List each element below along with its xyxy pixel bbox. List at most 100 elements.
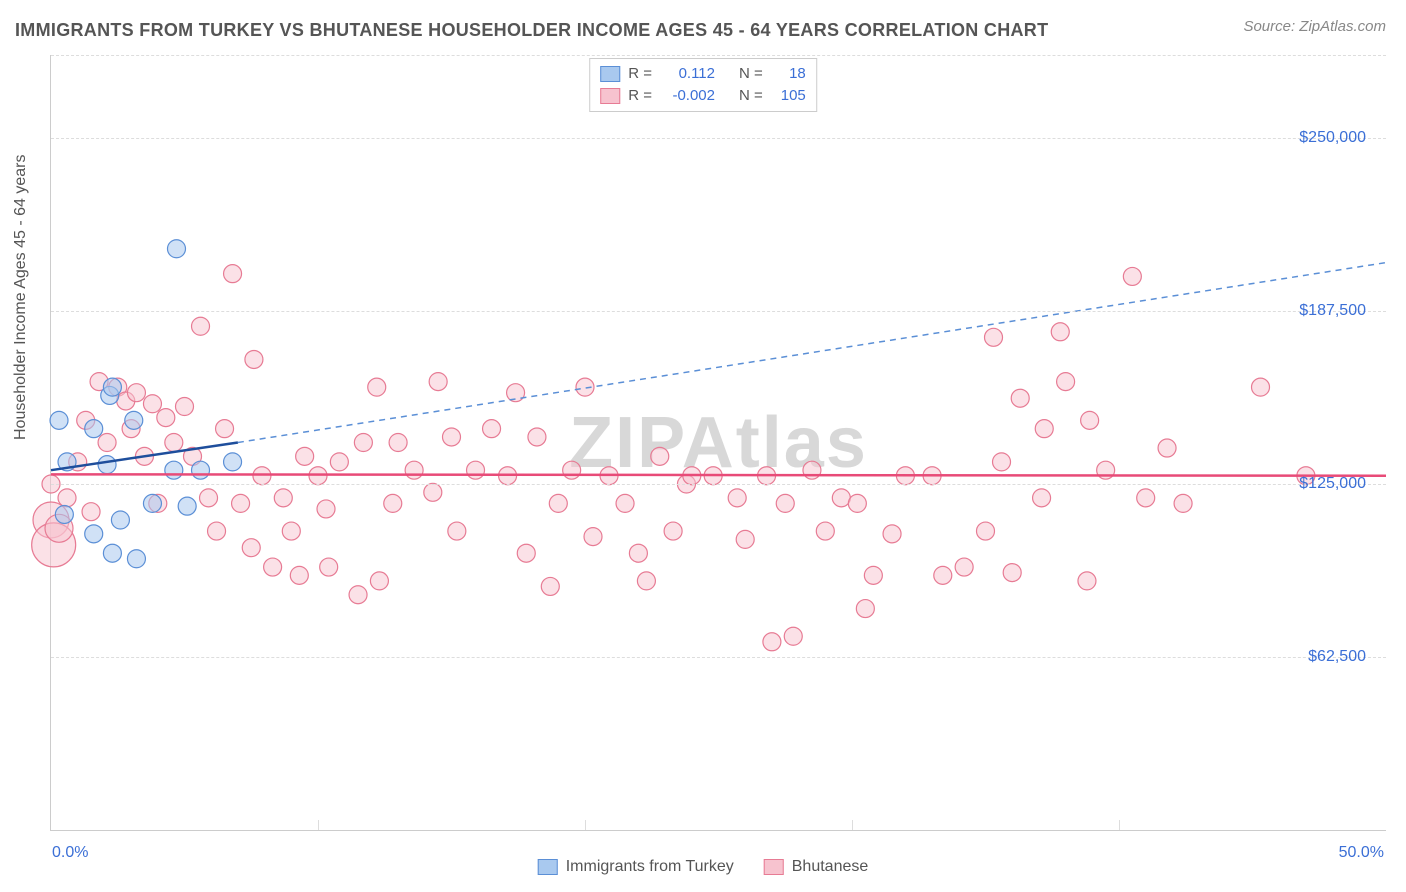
y-tick-label: $250,000 (1299, 129, 1366, 147)
data-point-bhutanese (290, 566, 308, 584)
data-point-bhutanese (274, 489, 292, 507)
data-point-bhutanese (728, 489, 746, 507)
data-point-bhutanese (127, 384, 145, 402)
data-point-bhutanese (1057, 373, 1075, 391)
data-point-bhutanese (883, 525, 901, 543)
data-point-bhutanese (157, 409, 175, 427)
data-point-bhutanese (784, 627, 802, 645)
data-point-turkey (111, 511, 129, 529)
data-point-bhutanese (82, 503, 100, 521)
data-point-bhutanese (232, 494, 250, 512)
data-point-turkey (127, 550, 145, 568)
swatch-bhutanese (600, 88, 620, 104)
grid-line-horizontal (51, 484, 1386, 485)
data-point-bhutanese (1033, 489, 1051, 507)
data-point-turkey (50, 411, 68, 429)
x-tick-label: 50.0% (1339, 844, 1384, 862)
data-point-bhutanese (993, 453, 1011, 471)
data-point-bhutanese (216, 420, 234, 438)
n-label: N = (739, 63, 763, 85)
y-axis-title: Householder Income Ages 45 - 64 years (12, 155, 30, 441)
legend-item-turkey: Immigrants from Turkey (538, 858, 734, 876)
n-label: N = (739, 85, 763, 107)
grid-line-horizontal (51, 138, 1386, 139)
grid-line-horizontal (51, 311, 1386, 312)
data-point-bhutanese (389, 434, 407, 452)
data-point-bhutanese (200, 489, 218, 507)
data-point-bhutanese (1051, 323, 1069, 341)
data-point-bhutanese (651, 447, 669, 465)
swatch-turkey (538, 859, 558, 875)
data-point-turkey (85, 525, 103, 543)
n-value-bhutanese: 105 (771, 85, 806, 107)
data-point-bhutanese (448, 522, 466, 540)
data-point-turkey (103, 544, 121, 562)
data-point-bhutanese (977, 522, 995, 540)
data-point-bhutanese (176, 398, 194, 416)
data-point-bhutanese (637, 572, 655, 590)
chart-svg (51, 55, 1386, 830)
data-point-bhutanese (192, 317, 210, 335)
legend-label-bhutanese: Bhutanese (792, 858, 869, 876)
source-attribution: Source: ZipAtlas.com (1243, 18, 1386, 35)
data-point-bhutanese (584, 528, 602, 546)
data-point-bhutanese (208, 522, 226, 540)
data-point-bhutanese (354, 434, 372, 452)
r-label: R = (628, 85, 652, 107)
data-point-bhutanese (776, 494, 794, 512)
y-tick-label: $125,000 (1299, 475, 1366, 493)
data-point-bhutanese (549, 494, 567, 512)
data-point-bhutanese (629, 544, 647, 562)
data-point-bhutanese (517, 544, 535, 562)
x-tick (318, 820, 319, 830)
data-point-bhutanese (616, 494, 634, 512)
data-point-bhutanese (429, 373, 447, 391)
trend-line-turkey-dashed (238, 263, 1386, 443)
r-value-turkey: 0.112 (660, 63, 715, 85)
legend-row-turkey: R = 0.112 N = 18 (600, 63, 806, 85)
data-point-turkey (167, 240, 185, 258)
swatch-turkey (600, 66, 620, 82)
data-point-bhutanese (816, 522, 834, 540)
data-point-bhutanese (1003, 564, 1021, 582)
data-point-bhutanese (58, 489, 76, 507)
plot-area: ZIPAtlas $62,500$125,000$187,500$250,000 (50, 55, 1386, 831)
data-point-bhutanese (541, 577, 559, 595)
data-point-turkey (125, 411, 143, 429)
data-point-bhutanese (528, 428, 546, 446)
data-point-bhutanese (1011, 389, 1029, 407)
data-point-turkey (165, 461, 183, 479)
data-point-bhutanese (349, 586, 367, 604)
data-point-bhutanese (317, 500, 335, 518)
n-value-turkey: 18 (771, 63, 806, 85)
data-point-turkey (178, 497, 196, 515)
data-point-bhutanese (1252, 378, 1270, 396)
x-tick (585, 820, 586, 830)
r-value-bhutanese: -0.002 (660, 85, 715, 107)
data-point-turkey (143, 494, 161, 512)
data-point-bhutanese (832, 489, 850, 507)
data-point-bhutanese (985, 328, 1003, 346)
data-point-bhutanese (368, 378, 386, 396)
y-tick-label: $187,500 (1299, 302, 1366, 320)
data-point-bhutanese (1137, 489, 1155, 507)
data-point-bhutanese (955, 558, 973, 576)
grid-line-horizontal (51, 55, 1386, 56)
data-point-bhutanese (1158, 439, 1176, 457)
data-point-bhutanese (370, 572, 388, 590)
data-point-bhutanese (856, 600, 874, 618)
data-point-bhutanese (384, 494, 402, 512)
data-point-bhutanese (296, 447, 314, 465)
data-point-bhutanese (405, 461, 423, 479)
swatch-bhutanese (764, 859, 784, 875)
data-point-bhutanese (864, 566, 882, 584)
legend-label-turkey: Immigrants from Turkey (566, 858, 734, 876)
data-point-turkey (103, 378, 121, 396)
r-label: R = (628, 63, 652, 85)
data-point-bhutanese (443, 428, 461, 446)
data-point-bhutanese (467, 461, 485, 479)
data-point-bhutanese (1174, 494, 1192, 512)
data-point-bhutanese (143, 395, 161, 413)
data-point-turkey (85, 420, 103, 438)
grid-line-horizontal (51, 657, 1386, 658)
